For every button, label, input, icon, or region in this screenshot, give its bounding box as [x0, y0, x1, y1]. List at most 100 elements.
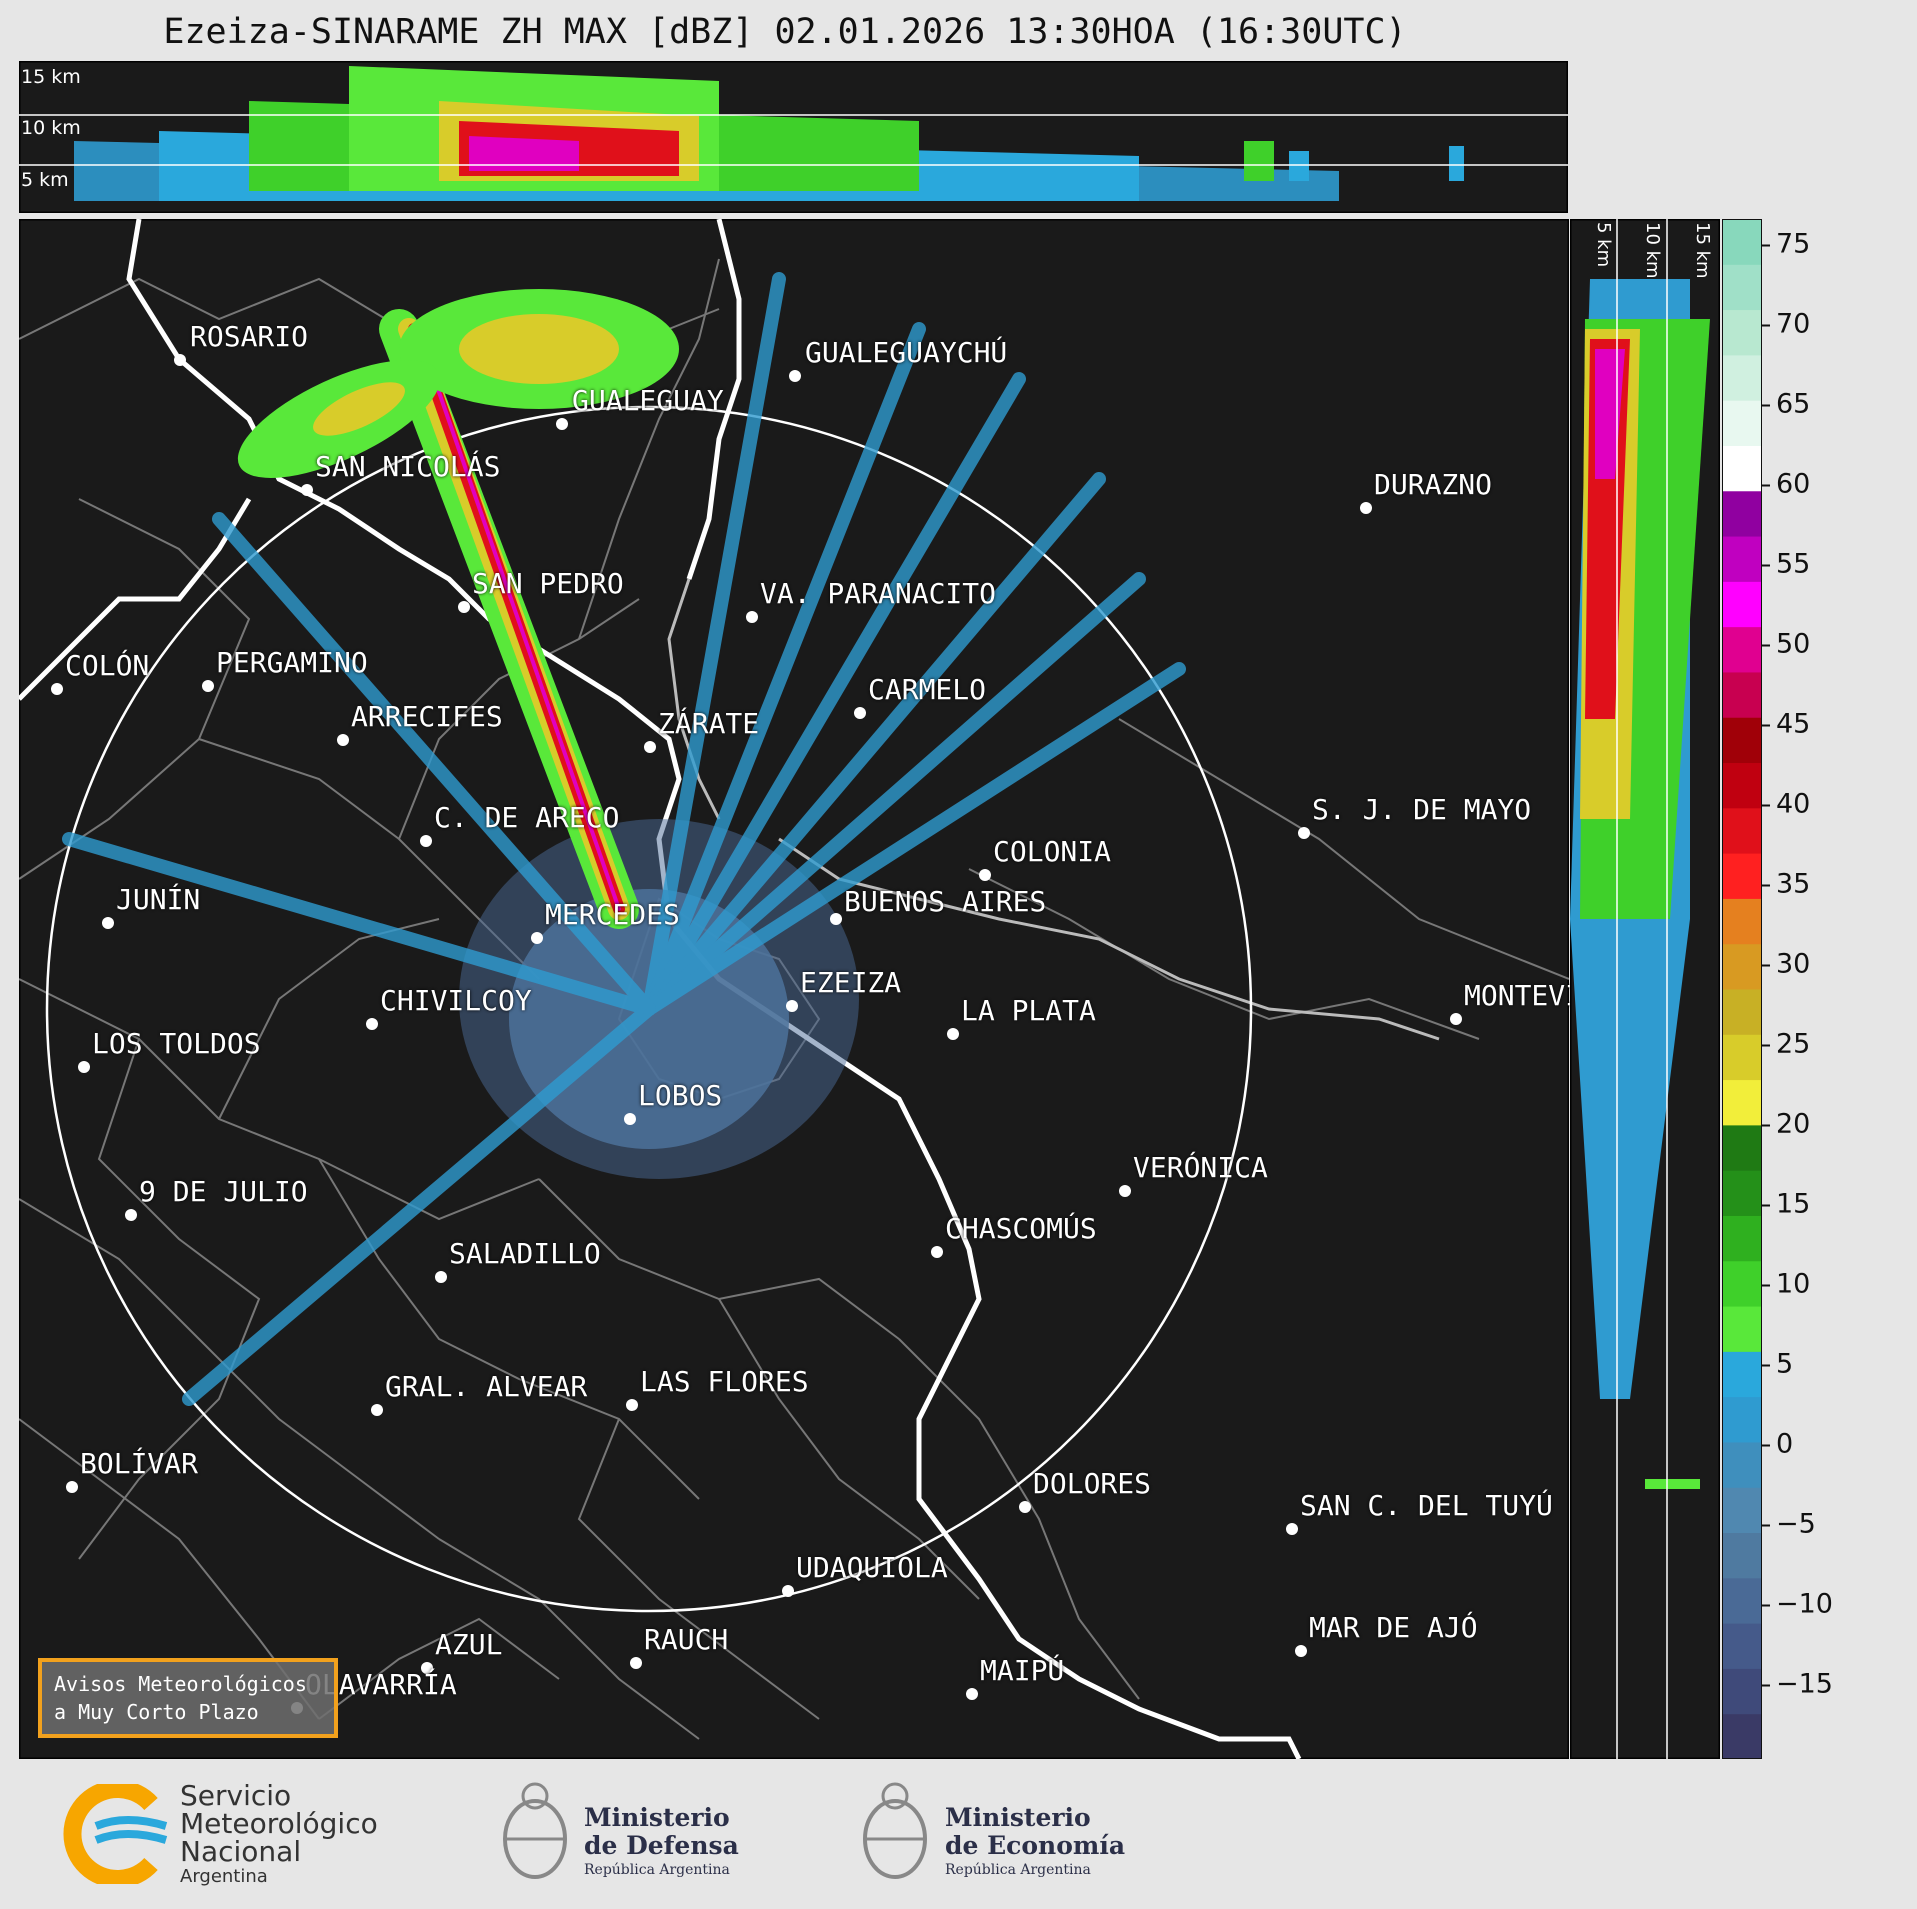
- city-label-colon: COLÓN: [65, 649, 150, 682]
- city-label-mercedes: MERCEDES: [545, 898, 680, 931]
- city-label-gral-alvear: GRAL. ALVEAR: [385, 1370, 588, 1403]
- economia-line-1: Ministerio: [945, 1803, 1091, 1832]
- colorbar-segment: [1722, 1124, 1762, 1171]
- city-label-rosario: ROSARIO: [190, 320, 309, 353]
- colorbar-segment: [1722, 264, 1762, 311]
- defensa-line-1: Ministerio: [584, 1803, 730, 1832]
- city-dot: [789, 370, 801, 382]
- colorbar-segment: [1722, 943, 1762, 990]
- city-dot: [626, 1399, 638, 1411]
- city-label-azul: AZUL: [435, 1628, 503, 1661]
- colorbar-segment: [1722, 626, 1762, 673]
- colorbar-segment: [1722, 219, 1762, 265]
- economia-line-2: de Economía: [945, 1831, 1126, 1860]
- colorbar-tick-label: 50: [1761, 628, 1811, 660]
- economia-logo-text: Ministerio de Economía República Argenti…: [945, 1804, 1125, 1880]
- colorbar-tick-label: 20: [1761, 1108, 1811, 1140]
- city-dot: [366, 1018, 378, 1030]
- colorbar-segment: [1722, 853, 1762, 899]
- city-dot: [782, 1585, 794, 1597]
- city-label-junin: JUNÍN: [116, 883, 201, 916]
- city-dot: [371, 1404, 383, 1416]
- city-dot: [1298, 827, 1310, 839]
- coat-of-arms-icon: [503, 1782, 567, 1879]
- city-dot: [125, 1209, 137, 1221]
- city-label-durazno: DURAZNO: [1374, 468, 1493, 501]
- city-dot: [337, 734, 349, 746]
- colorbar-segment: [1722, 1623, 1762, 1669]
- warning-line-2: a Muy Corto Plazo: [54, 1700, 259, 1724]
- city-dot: [174, 354, 186, 366]
- city-label-rauch: RAUCH: [644, 1623, 729, 1656]
- colorbar-tick-label: −5: [1762, 1508, 1816, 1540]
- smn-logo-text: Servicio Meteorológico Nacional Argentin…: [180, 1782, 378, 1888]
- city-dot: [458, 601, 470, 613]
- colorbar-segment: [1722, 762, 1762, 809]
- colorbar-segment: [1722, 400, 1762, 446]
- colorbar-segment: [1722, 1577, 1762, 1624]
- colorbar-segment: [1722, 309, 1762, 356]
- city-dot: [966, 1688, 978, 1700]
- city-label-va-paranacito: VA. PARANACITO: [760, 577, 997, 610]
- colorbar-segment: [1722, 1441, 1762, 1488]
- smn-line-1: Servicio: [180, 1779, 292, 1812]
- city-label-ezeiza: EZEIZA: [800, 966, 902, 999]
- colorbar: [1722, 219, 1762, 1759]
- city-label-la-plata: LA PLATA: [961, 994, 1096, 1027]
- colorbar-segment: [1722, 1487, 1762, 1534]
- coat-of-arms-icon: [863, 1782, 927, 1879]
- city-label-pergamino: PERGAMINO: [216, 646, 368, 679]
- city-label-gualeguay: GUALEGUAY: [572, 384, 724, 417]
- river-lines: [667, 578, 1440, 1041]
- city-dot: [746, 611, 758, 623]
- colorbar-segment: [1722, 490, 1762, 537]
- colorbar-segment: [1722, 807, 1762, 854]
- city-dot: [624, 1113, 636, 1125]
- city-label-colonia: COLONIA: [993, 835, 1112, 868]
- colorbar-segment: [1722, 1396, 1762, 1443]
- colorbar-tick-label: 70: [1761, 308, 1811, 340]
- top-reflectivity-profile: [74, 66, 1464, 201]
- page-title: Ezeiza-SINARAME ZH MAX [dBZ] 02.01.2026 …: [163, 12, 1407, 52]
- colorbar-tick-label: 35: [1761, 868, 1811, 900]
- colorbar-segment: [1722, 989, 1762, 1035]
- city-label-sj-de-mayo: S. J. DE MAYO: [1312, 793, 1532, 826]
- city-dot: [51, 683, 63, 695]
- colorbar-segment: [1722, 581, 1762, 628]
- city-dot: [786, 1000, 798, 1012]
- colorbar-segment: [1722, 1170, 1762, 1216]
- city-label-san-pedro: SAN PEDRO: [472, 567, 624, 600]
- colorbar-tick-label: 65: [1761, 388, 1811, 420]
- colorbar-tick-label: −10: [1762, 1588, 1833, 1620]
- smn-logo-icon: [63, 1784, 168, 1884]
- city-dot: [556, 418, 568, 430]
- city-dot: [102, 917, 114, 929]
- side-height-label-10km: 10 km: [1642, 222, 1663, 279]
- city-dot: [301, 484, 313, 496]
- side-reflectivity-profile: [1570, 279, 1710, 1489]
- city-label-udaquiola: UDAQUIOLA: [796, 1551, 948, 1584]
- colorbar-segment: [1722, 536, 1762, 582]
- colorbar-segment: [1722, 1306, 1762, 1352]
- colorbar-segment: [1722, 1034, 1762, 1081]
- defensa-line-3: República Argentina: [584, 1862, 730, 1878]
- city-label-zarate: ZÁRATE: [658, 707, 760, 740]
- city-dot: [1286, 1523, 1298, 1535]
- city-label-montevideo: MONTEVIDEO: [1464, 979, 1570, 1012]
- city-dot: [66, 1481, 78, 1493]
- city-dot: [1295, 1645, 1307, 1657]
- city-label-chascomus: CHASCOMÚS: [945, 1212, 1097, 1245]
- city-dot: [830, 913, 842, 925]
- city-dot: [644, 741, 656, 753]
- colorbar-segment: [1722, 1713, 1762, 1759]
- colorbar-segment: [1722, 717, 1762, 764]
- city-label-chivilcoy: CHIVILCOY: [380, 984, 532, 1017]
- city-label-bolivar: BOLÍVAR: [80, 1447, 199, 1480]
- smn-line-2: Meteorológico: [180, 1807, 378, 1840]
- defensa-line-2: de Defensa: [584, 1831, 739, 1860]
- warning-box: Avisos Meteorológicos a Muy Corto Plazo: [38, 1658, 338, 1738]
- city-dot: [1019, 1501, 1031, 1513]
- top-cross-section-panel: [19, 61, 1568, 213]
- defensa-logo-text: Ministerio de Defensa República Argentin…: [584, 1804, 739, 1880]
- city-dot: [947, 1028, 959, 1040]
